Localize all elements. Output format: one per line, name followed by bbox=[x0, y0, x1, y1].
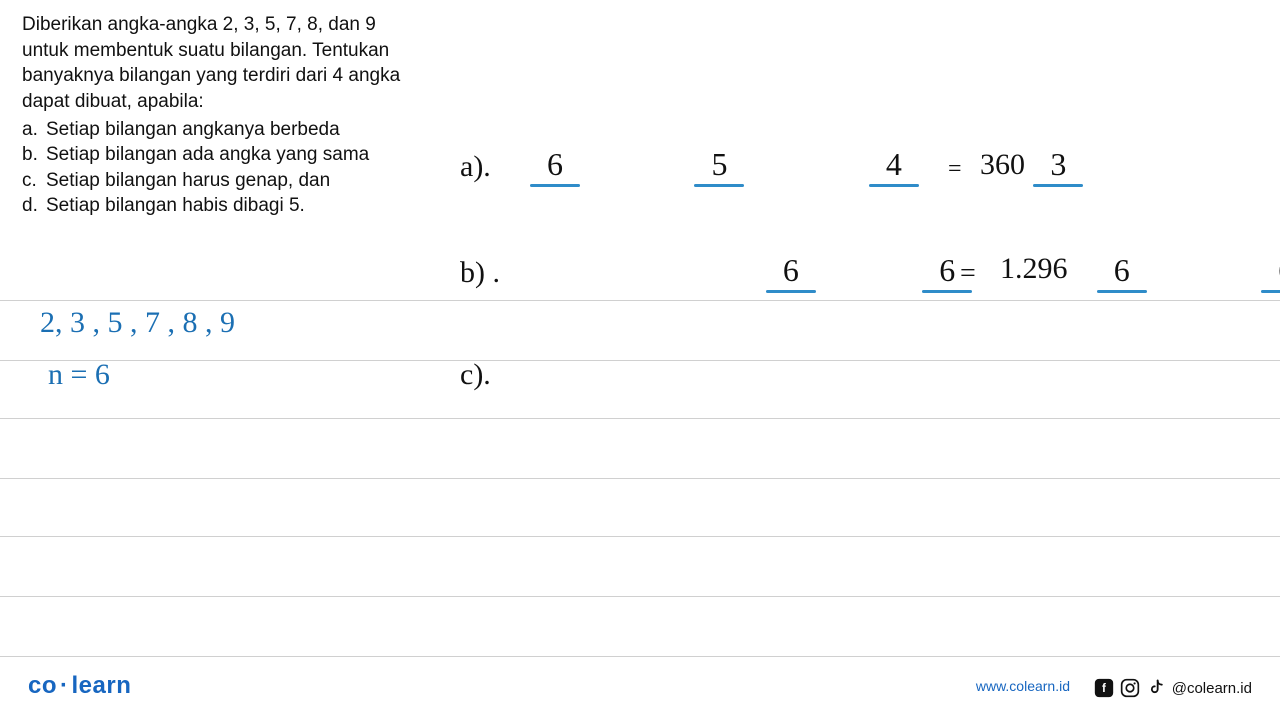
option-text: Setiap bilangan ada angka yang sama bbox=[46, 144, 369, 165]
equals-sign: = bbox=[960, 258, 976, 290]
slot-b-4: 6 bbox=[1261, 252, 1280, 289]
slot-a-4: 3 bbox=[1033, 146, 1083, 183]
option-letter: a. bbox=[22, 117, 38, 143]
brand-logo: co·learn bbox=[28, 672, 131, 700]
logo-text-left: co bbox=[28, 672, 57, 699]
ruled-line bbox=[0, 418, 1280, 419]
ruled-line bbox=[0, 656, 1280, 657]
instagram-icon bbox=[1120, 678, 1140, 698]
question-block: Diberikan angka-angka 2, 3, 5, 7, 8, dan… bbox=[22, 12, 442, 219]
question-option-b: b. Setiap bilangan ada angka yang sama bbox=[46, 142, 442, 168]
slot-a-3: 4 bbox=[869, 146, 919, 183]
option-letter: c. bbox=[22, 168, 37, 194]
question-option-c: c. Setiap bilangan harus genap, dan bbox=[46, 168, 442, 194]
question-line: untuk membentuk suatu bilangan. Tentukan bbox=[22, 38, 442, 64]
handwriting-label-a: a). bbox=[460, 150, 491, 184]
ruled-line bbox=[0, 360, 1280, 361]
handwriting-label-c: c). bbox=[460, 358, 491, 392]
footer: co·learn www.colearn.id f @colearn.id bbox=[0, 666, 1280, 706]
option-text: Setiap bilangan habis dibagi 5. bbox=[46, 195, 305, 216]
slot-a-1: 6 bbox=[530, 146, 580, 183]
option-letter: b. bbox=[22, 142, 38, 168]
svg-text:f: f bbox=[1102, 682, 1106, 695]
question-option-d: d. Setiap bilangan habis dibagi 5. bbox=[46, 193, 442, 219]
result-b: 1.296 bbox=[1000, 252, 1068, 286]
slot-a-2: 5 bbox=[694, 146, 744, 183]
slot-b-1: 6 bbox=[766, 252, 816, 289]
footer-socials: f @colearn.id bbox=[1094, 678, 1252, 698]
footer-handle: @colearn.id bbox=[1172, 680, 1252, 697]
footer-url: www.colearn.id bbox=[976, 678, 1070, 694]
ruled-line bbox=[0, 596, 1280, 597]
handwriting-label-b: b) . bbox=[460, 256, 500, 290]
result-a: 360 bbox=[980, 148, 1025, 182]
question-option-a: a. Setiap bilangan angkanya berbeda bbox=[46, 117, 442, 143]
option-letter: d. bbox=[22, 193, 38, 219]
equals-sign: = bbox=[948, 156, 962, 183]
option-text: Setiap bilangan angkanya berbeda bbox=[46, 119, 340, 140]
logo-text-right: learn bbox=[72, 672, 132, 699]
ruled-line bbox=[0, 300, 1280, 301]
ruled-line bbox=[0, 536, 1280, 537]
handwriting-n-equals: n = 6 bbox=[48, 358, 110, 392]
slot-b-3: 6 bbox=[1097, 252, 1147, 289]
question-line: Diberikan angka-angka 2, 3, 5, 7, 8, dan… bbox=[22, 12, 442, 38]
logo-dot-icon: · bbox=[57, 672, 72, 699]
question-line: banyaknya bilangan yang terdiri dari 4 a… bbox=[22, 63, 442, 89]
tiktok-icon bbox=[1146, 678, 1166, 698]
option-text: Setiap bilangan harus genap, dan bbox=[46, 170, 330, 191]
facebook-icon: f bbox=[1094, 678, 1114, 698]
ruled-line bbox=[0, 478, 1280, 479]
page: Diberikan angka-angka 2, 3, 5, 7, 8, dan… bbox=[0, 0, 1280, 720]
question-line: dapat dibuat, apabila: bbox=[22, 89, 442, 115]
handwriting-given-digits: 2, 3 , 5 , 7 , 8 , 9 bbox=[40, 306, 235, 340]
